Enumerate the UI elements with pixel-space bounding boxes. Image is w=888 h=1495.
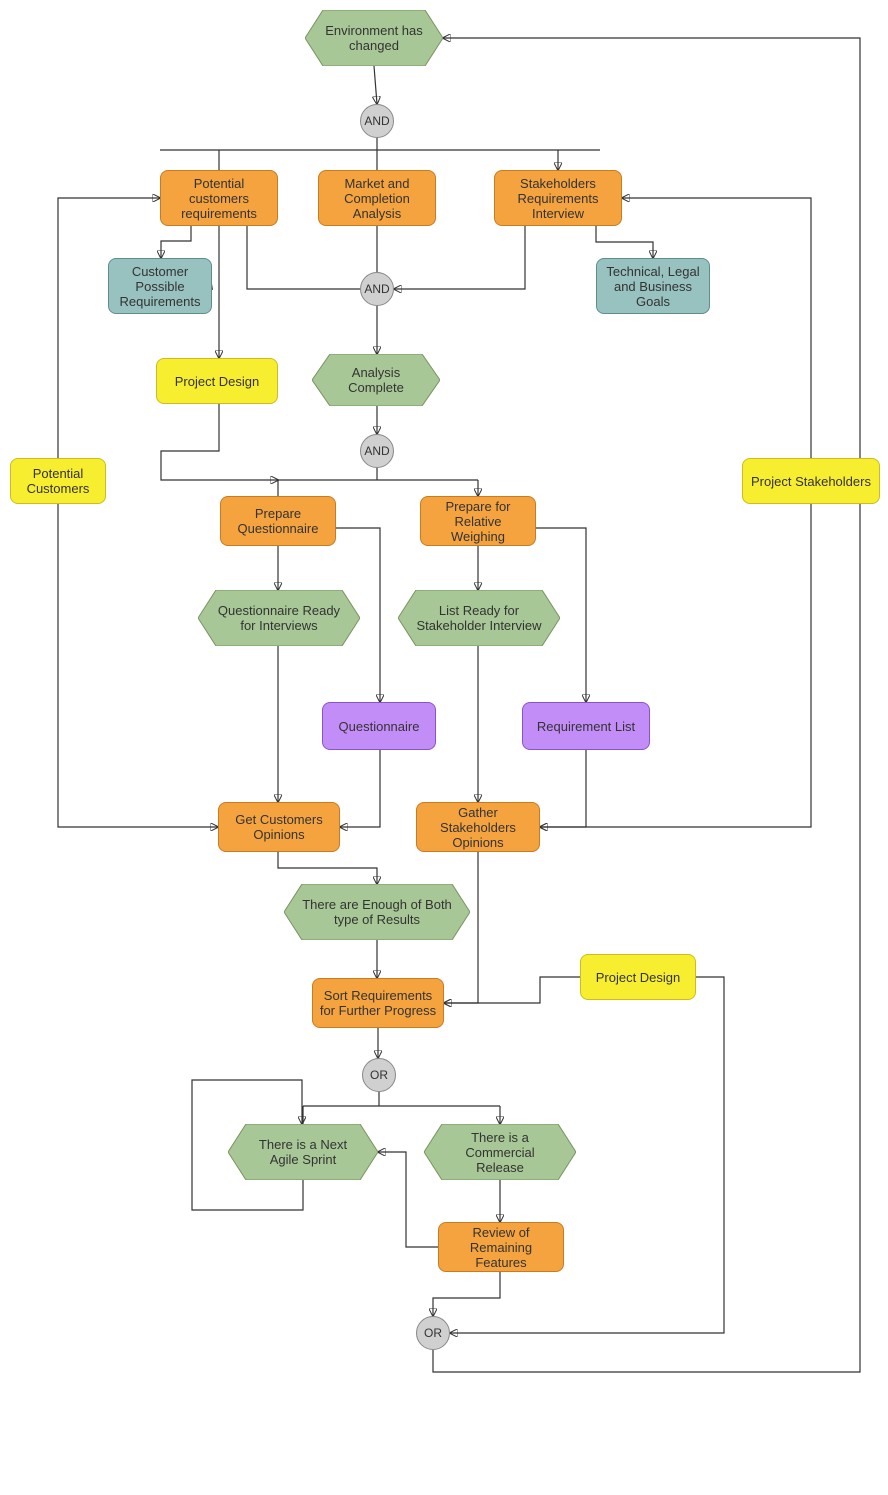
node-env_changed: Environment has changed	[305, 10, 443, 66]
node-proj_design1: Project Design	[156, 358, 278, 404]
node-or2: OR	[416, 1316, 450, 1350]
node-tech_goals: Technical, Legal and Business Goals	[596, 258, 710, 314]
node-comm_rel: There is a Commercial Release	[424, 1124, 576, 1180]
node-review: Review of Remaining Features	[438, 1222, 564, 1272]
node-proj_design2: Project Design	[580, 954, 696, 1000]
node-or1: OR	[362, 1058, 396, 1092]
node-enough: There are Enough of Both type of Results	[284, 884, 470, 940]
node-q_ready: Questionnaire Ready for Interviews	[198, 590, 360, 646]
node-next_sprint: There is a Next Agile Sprint	[228, 1124, 378, 1180]
flowchart-canvas: Environment has changed AND Potential cust…	[0, 0, 888, 1495]
node-req_list: Requirement List	[522, 702, 650, 750]
node-list_ready: List Ready for Stakeholder Interview	[398, 590, 560, 646]
node-prep_q: Prepare Questionnaire	[220, 496, 336, 546]
node-stake_int: Stakeholders Requirements Interview	[494, 170, 622, 226]
node-and1: AND	[360, 104, 394, 138]
node-proj_stake: Project Stakeholders	[742, 458, 880, 504]
node-market: Market and Completion Analysis	[318, 170, 436, 226]
node-prep_w: Prepare for Relative Weighing	[420, 496, 536, 546]
node-sort_req: Sort Requirements for Further Progress	[312, 978, 444, 1028]
node-gather_stk: Gather Stakeholders Opinions	[416, 802, 540, 852]
node-pot_cust: Potential Customers	[10, 458, 106, 504]
node-pot_cust_req: Potential customers requirements	[160, 170, 278, 226]
node-questionnaire: Questionnaire	[322, 702, 436, 750]
node-and3: AND	[360, 434, 394, 468]
node-get_cust: Get Customers Opinions	[218, 802, 340, 852]
node-analysis_cpl: Analysis Complete	[312, 354, 440, 406]
node-cust_poss: Customer Possible Requirements	[108, 258, 212, 314]
node-and2: AND	[360, 272, 394, 306]
